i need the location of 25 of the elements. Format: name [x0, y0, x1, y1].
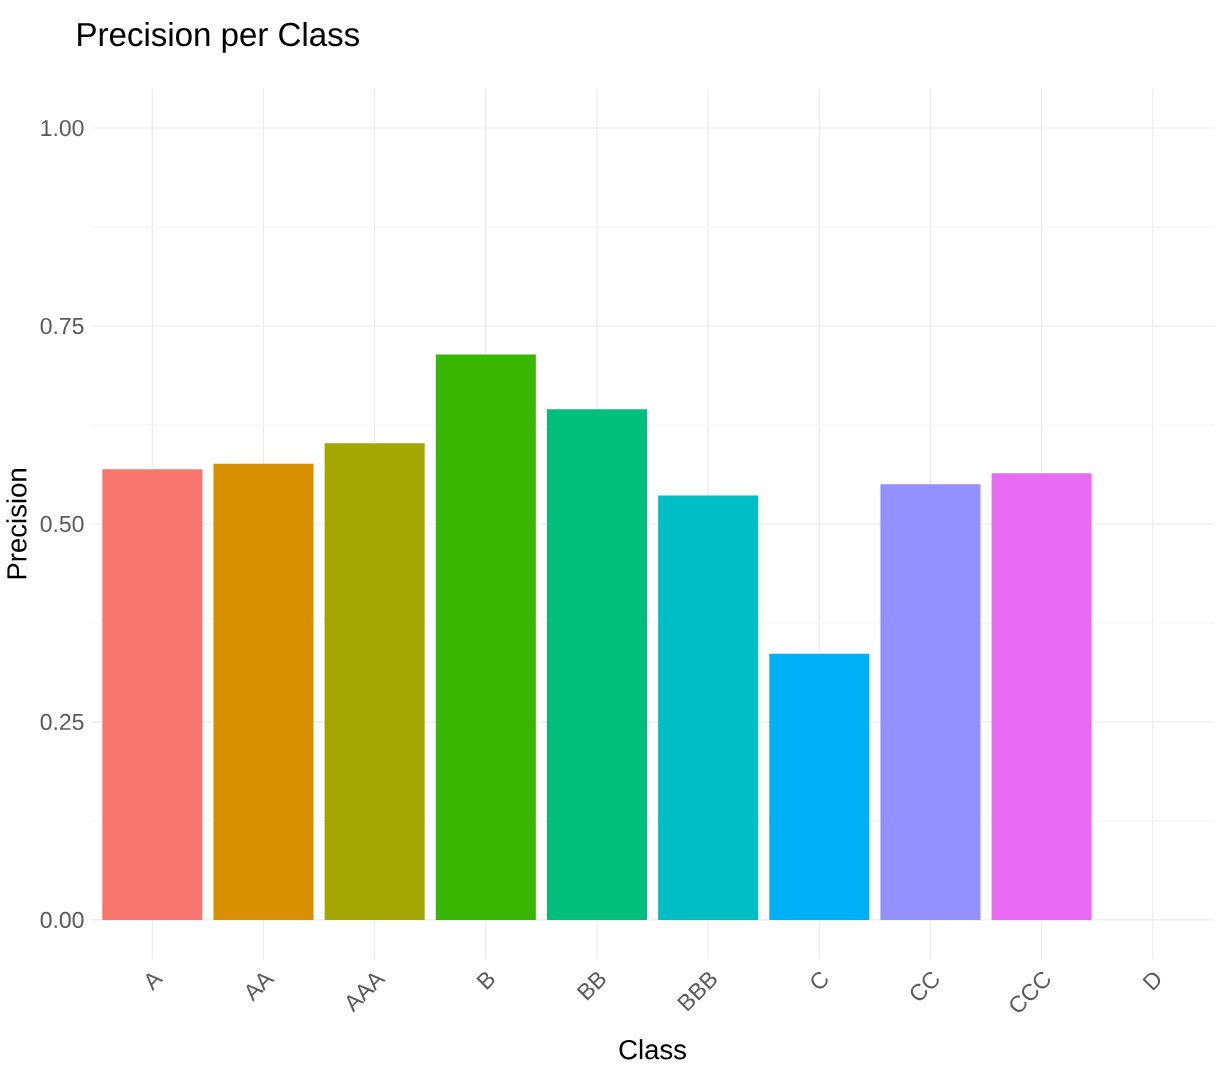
x-tick-label: D — [1142, 972, 1161, 991]
y-tick-label: 0.00 — [40, 911, 84, 929]
bar — [435, 354, 536, 921]
y-tick-label: 1.00 — [41, 120, 84, 137]
x-tick-label: CC — [910, 972, 939, 1001]
bar — [213, 463, 314, 921]
y-tick-label: 0.50 — [40, 515, 84, 533]
bar — [546, 409, 647, 921]
bar — [658, 495, 759, 921]
x-tick-label: C — [811, 972, 828, 989]
y-tick-label: 0.25 — [40, 713, 84, 731]
chart-title: Precision per Class — [78, 22, 359, 53]
y-tick-label: 0.75 — [40, 317, 84, 335]
bar — [991, 473, 1092, 921]
x-axis-title: Class — [619, 1039, 686, 1060]
x-tick-label: BBB — [677, 972, 717, 1012]
bar — [102, 469, 203, 921]
y-axis-title: Precision — [6, 469, 27, 579]
x-tick-label: AA — [246, 973, 275, 1002]
x-tick-label: BB — [576, 972, 606, 1001]
x-tick-label: A — [146, 973, 164, 992]
bar — [324, 443, 425, 921]
bar — [769, 653, 870, 921]
bar — [880, 484, 981, 921]
x-tick-label: B — [476, 972, 495, 990]
